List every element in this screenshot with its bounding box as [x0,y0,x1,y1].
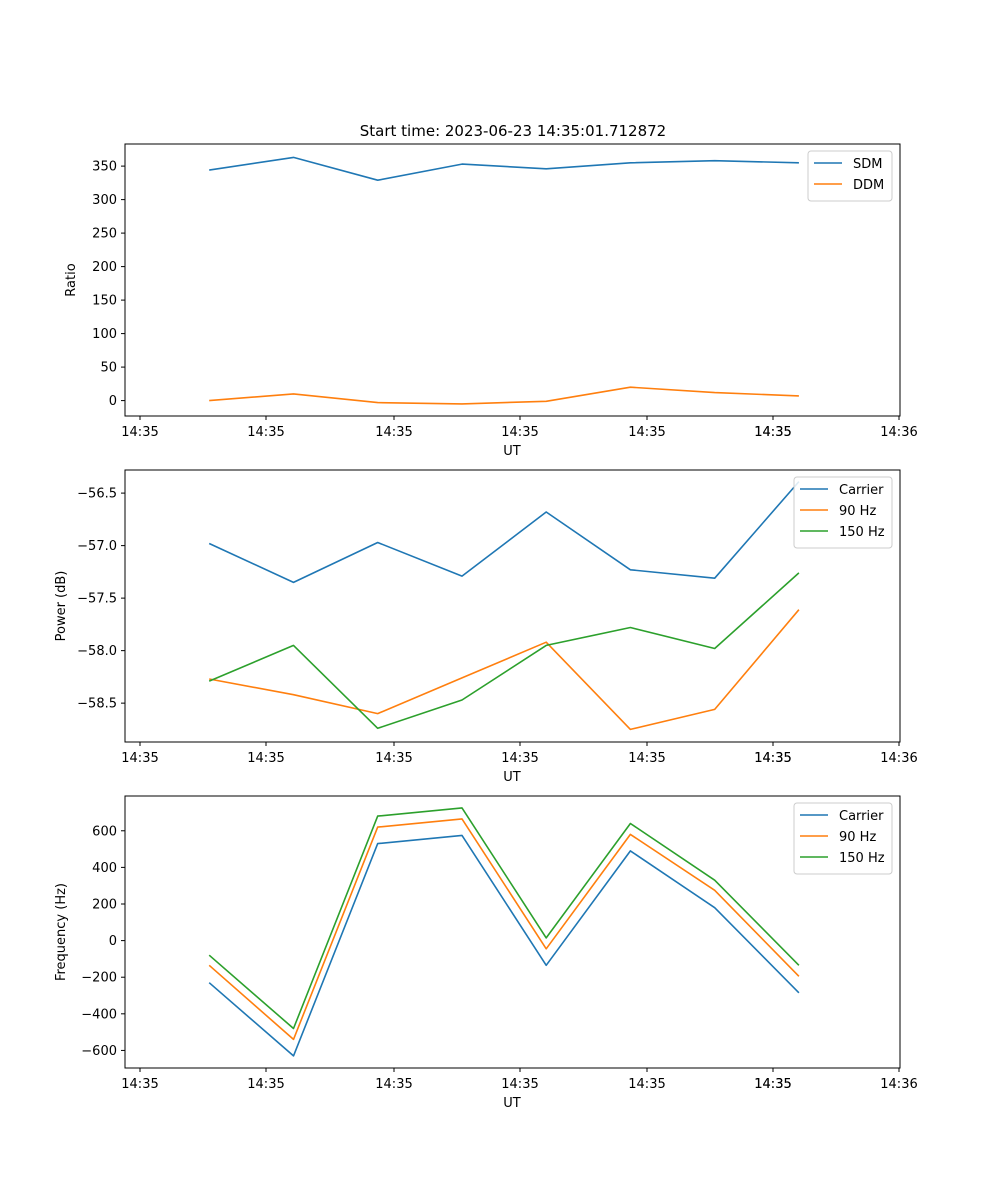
x-tick-label: 14:35 [121,1077,158,1092]
y-tick-label: 200 [92,897,117,912]
x-tick-label: 14:35 [628,751,665,766]
series-line-90-hz [209,609,800,731]
legend: SDM DDM [807,150,893,202]
y-axis-label: Power (dB) [54,571,69,642]
legend-label: DDM [853,178,884,193]
x-tick-label: 14:35 [375,751,412,766]
y-axis-label: Frequency (Hz) [54,883,69,981]
legend: Carrier 90 Hz 150 Hz [793,476,893,549]
x-tick-label: 14:35 [754,1077,791,1092]
x-axis-label: UT [503,770,521,785]
y-tick-label: 100 [92,327,117,342]
y-tick-label: 0 [109,394,117,409]
x-tick-label: 14:35 [121,751,158,766]
y-tick-label: 250 [92,227,117,242]
series-line-90-hz [208,818,800,1041]
x-tick-label: 14:35 [247,425,284,440]
x-tick-label: 14:35 [501,425,538,440]
x-tick-label: 14:35 [754,425,791,440]
legend-label: SDM [853,157,882,172]
y-tick-label: 600 [92,824,117,839]
y-tick-label: −400 [81,1007,117,1022]
series-line-carrier [208,834,800,1057]
x-tick-label: 14:35 [501,1077,538,1092]
plot-frame [124,143,901,417]
y-tick-label: 350 [92,160,117,175]
x-tick-label: 14:35 [247,1077,284,1092]
y-tick-label: −56.5 [77,487,117,502]
panel-2: −58.5 −58.0 −57.5 −57.0 −56.5 14:35 14:35 14:35… [54,469,918,785]
x-tick-label: 14:35 [754,1077,791,1092]
x-tick-label: 14:36 [880,1077,917,1092]
series-line-carrier [208,481,800,584]
y-tick-label: 400 [92,861,117,876]
x-axis-label: UT [503,1096,521,1111]
panel-3: −600 −400 −200 0 200 400 600 14:35 14:35 14:35 14:… [54,795,918,1111]
y-tick-label: 150 [92,294,117,309]
y-tick-label: −58.5 [77,697,117,712]
plot-frame [124,795,901,1069]
y-tick-label: 300 [92,193,117,208]
x-axis-label: UT [503,444,521,459]
plot-frame [124,469,901,743]
x-tick-label: 14:35 [121,425,158,440]
chart-title: Start time: 2023-06-23 14:35:01.712872 [360,122,666,140]
x-tick-label: 14:35 [247,751,284,766]
y-tick-label: −58.0 [77,644,117,659]
legend: Carrier 90 Hz 150 Hz [793,802,893,875]
y-tick-label: 0 [109,934,117,949]
y-tick-label: −200 [81,971,117,986]
x-tick-label: 14:35 [501,751,538,766]
legend-label: 150 Hz [839,851,885,866]
x-tick-label: 14:35 [754,751,791,766]
x-tick-label: 14:35 [375,425,412,440]
y-tick-label: −600 [81,1044,117,1059]
y-tick-label: −57.0 [77,539,117,554]
legend-label: Carrier [839,483,884,498]
y-axis-label: Ratio [64,263,79,296]
series-line-150-hz [208,572,800,730]
x-tick-label: 14:36 [880,751,917,766]
y-tick-label: 200 [92,260,117,275]
series-line-sdm [209,156,799,181]
legend-label: Carrier [839,809,884,824]
y-tick-label: −57.5 [77,592,117,607]
legend-label: 90 Hz [839,504,876,519]
series-line-150-hz [208,807,800,1030]
panel-1: 0 50 100 150 200 250 300 350 14:35 14:35 14:35 14:3… [64,143,918,459]
x-tick-label: 14:35 [628,425,665,440]
panels: 0 50 100 150 200 250 300 350 14:35 14:35 14:35 14:3… [54,143,918,1111]
x-tick-label: 14:36 [880,425,917,440]
x-tick-label: 14:35 [754,425,791,440]
series-line-ddm [209,386,799,405]
x-tick-label: 14:35 [375,1077,412,1092]
x-tick-label: 14:35 [628,1077,665,1092]
x-tick-label: 14:35 [754,751,791,766]
y-tick-label: 50 [100,361,117,376]
legend-label: 90 Hz [839,830,876,845]
legend-label: 150 Hz [839,525,885,540]
